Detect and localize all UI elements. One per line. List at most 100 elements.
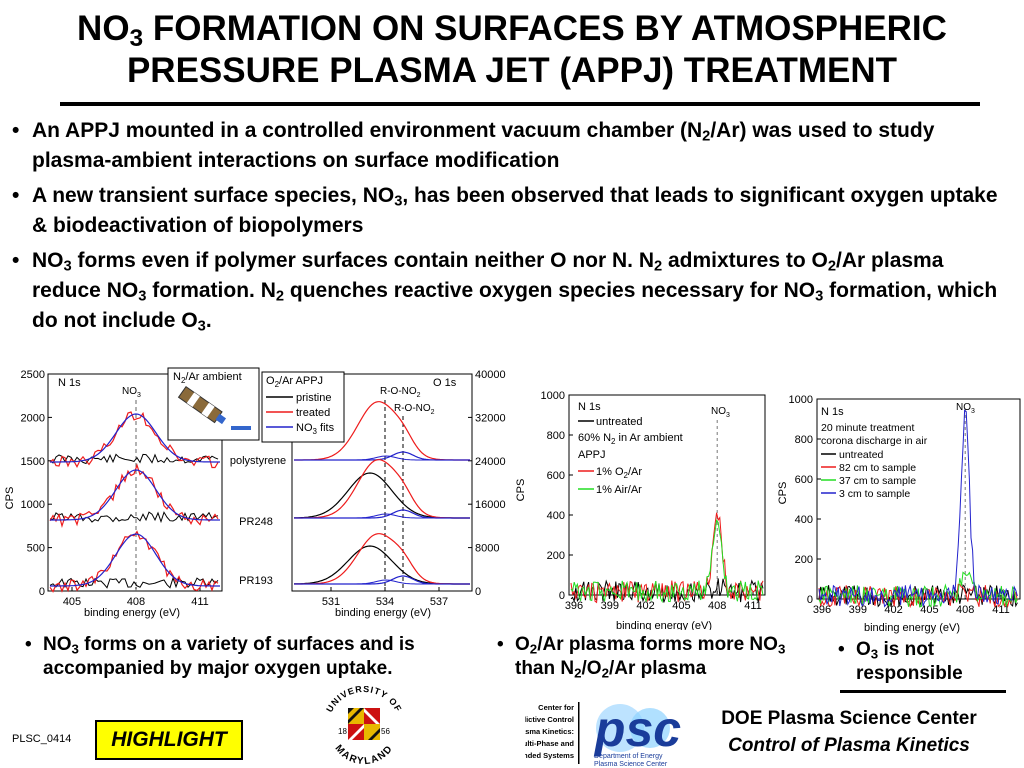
legend-3cm: 3 cm to sample bbox=[839, 488, 910, 500]
y-tick-label: 400 bbox=[547, 510, 565, 522]
plasma-jet-icon bbox=[177, 385, 251, 430]
bullet-list: • An APPJ mounted in a controlled environ… bbox=[12, 116, 1012, 341]
y-tick-label: 2000 bbox=[21, 412, 45, 424]
bullet-item: • An APPJ mounted in a controlled environ… bbox=[12, 119, 935, 172]
series-line bbox=[570, 578, 764, 603]
y-tick-label: 600 bbox=[795, 474, 813, 486]
n1s-pristine-line bbox=[49, 511, 219, 524]
center-logo-text: Center for Predictive Control of Plasma … bbox=[525, 702, 580, 764]
x-tick-label: 402 bbox=[636, 600, 654, 612]
o1s-label: O 1s bbox=[433, 377, 457, 389]
y-tick-label: 1000 bbox=[21, 499, 45, 511]
o1s-treated-line bbox=[294, 533, 470, 585]
y-tick-label: 0 bbox=[559, 590, 565, 602]
x-tick-label: 399 bbox=[849, 604, 867, 616]
y-tick-label: 0 bbox=[475, 586, 481, 598]
x-tick-label: 408 bbox=[708, 600, 726, 612]
chart-header: N 1s bbox=[821, 406, 844, 418]
series-line bbox=[570, 519, 764, 604]
caption-1: • NO3 forms on a variety of surfaces and … bbox=[25, 634, 415, 679]
x-tick-label: 531 bbox=[322, 596, 340, 608]
svg-text:Predictive Control: Predictive Control bbox=[525, 715, 574, 724]
y-tick-label: 500 bbox=[27, 543, 45, 555]
highlight-badge: HIGHLIGHT bbox=[95, 720, 243, 760]
y-tick-label: 200 bbox=[547, 550, 565, 562]
y-tick-label: 800 bbox=[795, 434, 813, 446]
x-tick-label: 411 bbox=[744, 600, 762, 612]
x-axis-label: binding energy (eV) bbox=[616, 620, 712, 630]
rono2-label-1: R-O-NO2 bbox=[380, 386, 421, 399]
legend-treatment: 20 minute treatment bbox=[821, 422, 914, 434]
n1s-no3-fit-line bbox=[50, 413, 220, 463]
doe-line-2: Control of Plasma Kinetics bbox=[728, 735, 970, 756]
o1s-no3-fit-line bbox=[294, 455, 470, 461]
svg-text:psc: psc bbox=[593, 701, 681, 757]
x-axis-label: binding energy (eV) bbox=[864, 622, 960, 634]
legend-untreated: untreated bbox=[839, 449, 884, 461]
no3-peak-label: NO3 bbox=[956, 402, 975, 415]
sample-label-pr193: PR193 bbox=[239, 575, 273, 587]
slide-id: PLSC_0414 bbox=[12, 733, 72, 745]
x-tick-label: 537 bbox=[430, 596, 448, 608]
chart-header: N 1s bbox=[578, 401, 601, 413]
y-tick-label: 0 bbox=[807, 594, 813, 606]
svg-text:18: 18 bbox=[338, 727, 347, 736]
caption-3: • O3 is not responsible bbox=[838, 639, 963, 684]
o1s-treated-line bbox=[294, 459, 470, 519]
svg-text:Plasma Science Center: Plasma Science Center bbox=[594, 761, 668, 768]
x-tick-label: 405 bbox=[672, 600, 690, 612]
y-axis-label: CPS bbox=[515, 479, 527, 502]
page-title: NO3 FORMATION ON SURFACES BY ATMOSPHERIC… bbox=[0, 8, 1024, 92]
o1s-no3-fit-line bbox=[294, 579, 470, 585]
y-tick-label: 2500 bbox=[21, 369, 45, 381]
series-line bbox=[570, 512, 764, 604]
x-tick-label: 408 bbox=[127, 596, 145, 608]
x-tick-label: 405 bbox=[920, 604, 938, 616]
title-line-1: NO3 FORMATION ON SURFACES BY ATMOSPHERIC bbox=[77, 9, 947, 53]
y-tick-label: 16000 bbox=[475, 499, 506, 511]
n1s-label: N 1s bbox=[58, 377, 81, 389]
y-tick-label: 800 bbox=[547, 430, 565, 442]
legend-ambient: 60% N2 in Ar ambient bbox=[578, 432, 683, 446]
y-tick-label: 8000 bbox=[475, 543, 499, 555]
xps-chart: 0 500 1000 1500 2000 2500 0 8000 16000 24000 32000… bbox=[4, 367, 506, 619]
legend-air-ar: 1% Air/Ar bbox=[596, 484, 642, 496]
bullet-item: • A new transient surface species, NO3, h… bbox=[12, 184, 998, 237]
y-tick-label: 1000 bbox=[541, 390, 565, 402]
x-tick-label: 405 bbox=[63, 596, 81, 608]
n1s-plot-frame bbox=[47, 373, 223, 592]
sample-label-polystyrene: polystyrene bbox=[230, 455, 286, 467]
legend-no3-fits: NO3 fits bbox=[296, 422, 335, 436]
legend-corona: corona discharge in air bbox=[821, 435, 928, 447]
doe-line-1: DOE Plasma Science Center bbox=[721, 708, 977, 729]
y-tick-label: 32000 bbox=[475, 412, 506, 424]
x-axis-label-left: binding energy (eV) bbox=[84, 607, 180, 619]
o1s-pristine-line bbox=[293, 472, 470, 519]
n1s-treated-line bbox=[49, 463, 219, 529]
legend-37cm: 37 cm to sample bbox=[839, 475, 916, 487]
svg-text:Multi-Phase and: Multi-Phase and bbox=[525, 739, 574, 748]
svg-text:Center for: Center for bbox=[538, 703, 574, 712]
no3-peak-label: NO3 bbox=[711, 406, 730, 419]
x-tick-label: 399 bbox=[601, 600, 619, 612]
n1s-treated-line bbox=[49, 530, 219, 593]
bullet-item: • NO3 forms even if polymer surfaces cont… bbox=[12, 249, 998, 335]
legend-untreated: untreated bbox=[596, 416, 642, 428]
series-line bbox=[818, 409, 1018, 608]
o1s-plot-frame bbox=[291, 373, 473, 592]
legend-title: O2/Ar APPJ bbox=[266, 375, 323, 389]
x-tick-label: 411 bbox=[191, 596, 209, 608]
doe-center-label: DOE Plasma Science Center Control of Pla… bbox=[694, 705, 1004, 759]
n1s-no3-fit-line bbox=[50, 469, 220, 521]
legend-o2-ar: 1% O2/Ar bbox=[596, 466, 642, 480]
inset-label: N2/Ar ambient bbox=[173, 371, 242, 385]
svg-text:Department of Energy: Department of Energy bbox=[594, 753, 663, 760]
y-tick-label: 400 bbox=[795, 514, 813, 526]
y-tick-label: 24000 bbox=[475, 456, 506, 468]
svg-text:Bounded Systems: Bounded Systems bbox=[525, 751, 574, 760]
x-tick-label: 396 bbox=[565, 600, 583, 612]
legend-box bbox=[261, 371, 345, 443]
x-tick-label: 396 bbox=[813, 604, 831, 616]
